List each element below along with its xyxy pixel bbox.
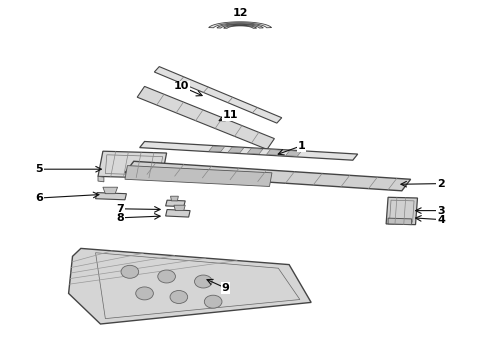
Polygon shape [96,193,126,200]
Polygon shape [154,67,282,123]
Circle shape [170,291,188,303]
Polygon shape [98,176,104,182]
Polygon shape [171,196,178,201]
Polygon shape [209,22,271,28]
Polygon shape [125,166,272,186]
Polygon shape [267,149,282,155]
Circle shape [136,287,153,300]
Text: 6: 6 [35,193,43,203]
Text: 11: 11 [222,110,238,120]
Text: 4: 4 [437,215,445,225]
Polygon shape [162,173,168,179]
Text: 12: 12 [232,8,248,18]
Polygon shape [174,205,185,211]
Polygon shape [98,151,167,178]
Text: 7: 7 [116,204,124,214]
Polygon shape [137,86,274,149]
Circle shape [204,295,222,308]
Polygon shape [217,24,263,28]
Polygon shape [69,248,311,324]
Text: 8: 8 [116,213,124,223]
Polygon shape [286,150,301,156]
Text: 9: 9 [221,283,229,293]
Polygon shape [388,218,412,225]
Polygon shape [103,187,118,194]
Polygon shape [228,147,244,153]
Polygon shape [166,200,185,207]
Polygon shape [386,197,417,225]
Polygon shape [166,210,190,217]
Circle shape [195,275,212,288]
Text: 2: 2 [437,179,445,189]
Polygon shape [125,161,411,191]
Text: 1: 1 [297,141,305,151]
Text: 5: 5 [35,164,43,174]
Circle shape [121,265,139,278]
Polygon shape [209,146,224,152]
Text: 3: 3 [437,206,445,216]
Circle shape [158,270,175,283]
Polygon shape [140,141,358,160]
Text: 10: 10 [173,81,189,91]
Polygon shape [224,25,256,28]
Polygon shape [247,148,263,154]
